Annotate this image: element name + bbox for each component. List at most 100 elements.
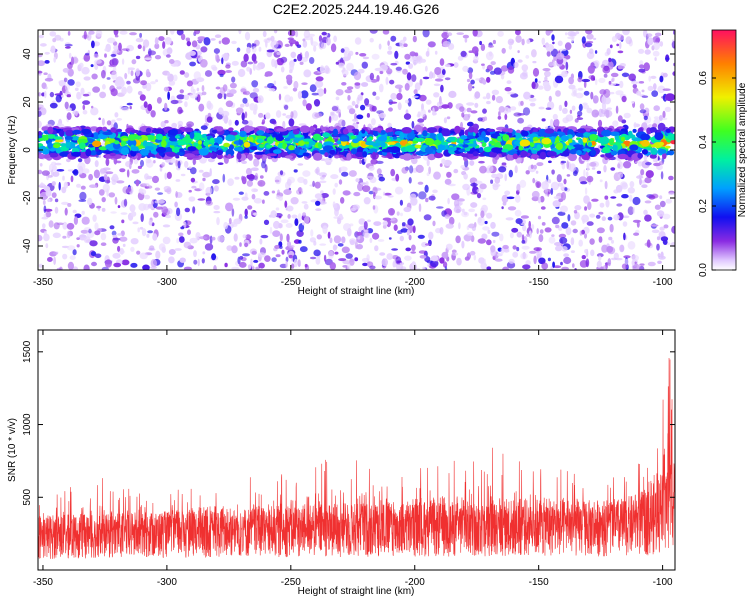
spectrogram-cell <box>501 151 507 157</box>
spectrogram-cell <box>47 126 54 135</box>
spectrogram-cell <box>65 46 71 49</box>
spectrogram-cell <box>257 135 267 140</box>
spectrogram-cell <box>346 62 354 72</box>
spectrogram-cell <box>231 245 238 254</box>
spectrogram-cell <box>371 53 380 60</box>
spectrogram-cell <box>464 37 468 43</box>
spectrogram-cell <box>354 37 362 45</box>
spectrogram-cell <box>217 162 224 165</box>
spectrogram-cell <box>86 32 92 41</box>
spectrogram-cell <box>235 134 240 140</box>
spectrogram-cell <box>456 32 465 35</box>
spectrogram-cell <box>649 154 657 159</box>
spectrogram-cell <box>377 239 385 242</box>
spectrogram-cell <box>362 185 371 193</box>
spectrogram-cell <box>47 142 53 149</box>
spectrogram-cell <box>455 235 461 244</box>
spectrogram-cell <box>166 54 171 58</box>
spectrogram-cell <box>425 99 432 105</box>
spectrogram-cell <box>93 169 100 179</box>
spectrogram-cell <box>594 50 598 54</box>
spectrogram-cell <box>150 266 157 270</box>
spectrogram-cell <box>71 151 81 157</box>
spectrogram-cell <box>337 119 346 127</box>
spectrogram-cell <box>205 200 213 206</box>
spectrogram-cell <box>104 53 107 58</box>
spectrogram-cell <box>658 115 663 121</box>
spectrogram-cell <box>428 195 436 201</box>
spectrogram-cell <box>648 123 652 128</box>
spectrogram-cell <box>348 170 357 177</box>
spectrogram-cell <box>266 49 275 53</box>
spectrogram-cell <box>264 255 271 262</box>
spectrogram-cell <box>364 98 370 106</box>
spectrogram-cell <box>205 186 213 196</box>
spectrogram-cell <box>356 114 364 120</box>
spectrogram-cell <box>58 181 61 191</box>
spectrogram-cell <box>164 120 169 124</box>
spectrogram-cell <box>79 62 84 69</box>
spectrogram-cell <box>108 64 115 68</box>
spectrogram-cell <box>274 179 280 183</box>
spectrogram-cell <box>299 125 310 133</box>
spectrogram-cell <box>266 144 273 149</box>
spectrogram-cell <box>54 162 62 166</box>
spectrogram-cell <box>48 220 54 228</box>
spectrogram-cell <box>552 113 558 120</box>
spectrogram-cell <box>228 144 234 151</box>
spectrogram-cell <box>563 256 572 265</box>
spectrogram-cell <box>184 101 188 108</box>
spectrogram-cell <box>567 129 574 136</box>
spectrogram-cell <box>178 109 184 114</box>
spectrogram-cell <box>493 183 496 186</box>
spectrogram-cell <box>264 85 269 89</box>
spectrogram-cell <box>436 148 443 154</box>
spectrogram-cell <box>552 200 561 208</box>
spectrogram-cell <box>634 261 637 265</box>
spectrogram-cell <box>360 104 366 111</box>
spectrogram-cell <box>322 132 331 138</box>
spectrogram-cell <box>216 54 220 63</box>
spectrogram-cell <box>536 228 539 235</box>
spectrogram-cell <box>413 89 418 95</box>
spectrogram-cell <box>121 219 125 224</box>
spectrogram-cell <box>92 140 102 148</box>
spectrogram-cell <box>652 50 660 57</box>
spectrogram-cell <box>489 151 497 158</box>
spectrogram-cell <box>504 113 508 120</box>
spectrogram-cell <box>100 242 107 246</box>
spectrogram-cell <box>481 142 487 148</box>
spectrogram-cell <box>298 239 302 244</box>
spectrogram-cell <box>261 121 265 125</box>
spectrogram-cell <box>535 170 539 174</box>
spectrogram-cell <box>130 146 139 152</box>
spectrogram-cell <box>278 222 283 229</box>
spectrogram-cell <box>599 202 605 208</box>
spectrogram-cell <box>291 214 298 219</box>
spectrogram-cell <box>140 159 144 167</box>
spectrogram-cell <box>397 102 402 111</box>
spectrogram-cell <box>225 148 235 157</box>
spectrogram-cell <box>387 141 396 146</box>
spectrogram-cell <box>259 144 265 148</box>
spectrogram-cell <box>93 53 99 59</box>
spectrogram-cell <box>62 253 68 260</box>
spectrogram-cell <box>75 81 81 88</box>
spectrogram-cell <box>109 225 115 230</box>
spectrogram-cell <box>467 67 474 74</box>
spectrogram-cell <box>295 30 299 38</box>
spectrogram-cell <box>176 207 181 217</box>
spectrogram-cell <box>83 236 91 244</box>
spectrogram-cell <box>662 72 668 78</box>
spectrogram-cell <box>492 239 496 244</box>
spectrogram-cell <box>451 252 459 256</box>
spectrogram-cell <box>98 154 102 158</box>
spectrogram-cell <box>538 106 545 110</box>
spectrogram-cell <box>266 136 274 144</box>
spectrogram-cell <box>315 200 321 206</box>
spectrogram-cell <box>68 52 72 59</box>
spectrogram-cell <box>411 95 419 99</box>
spectrogram-cell <box>591 109 600 118</box>
spectrogram-cell <box>387 45 392 51</box>
spectrogram-cell <box>613 214 620 221</box>
